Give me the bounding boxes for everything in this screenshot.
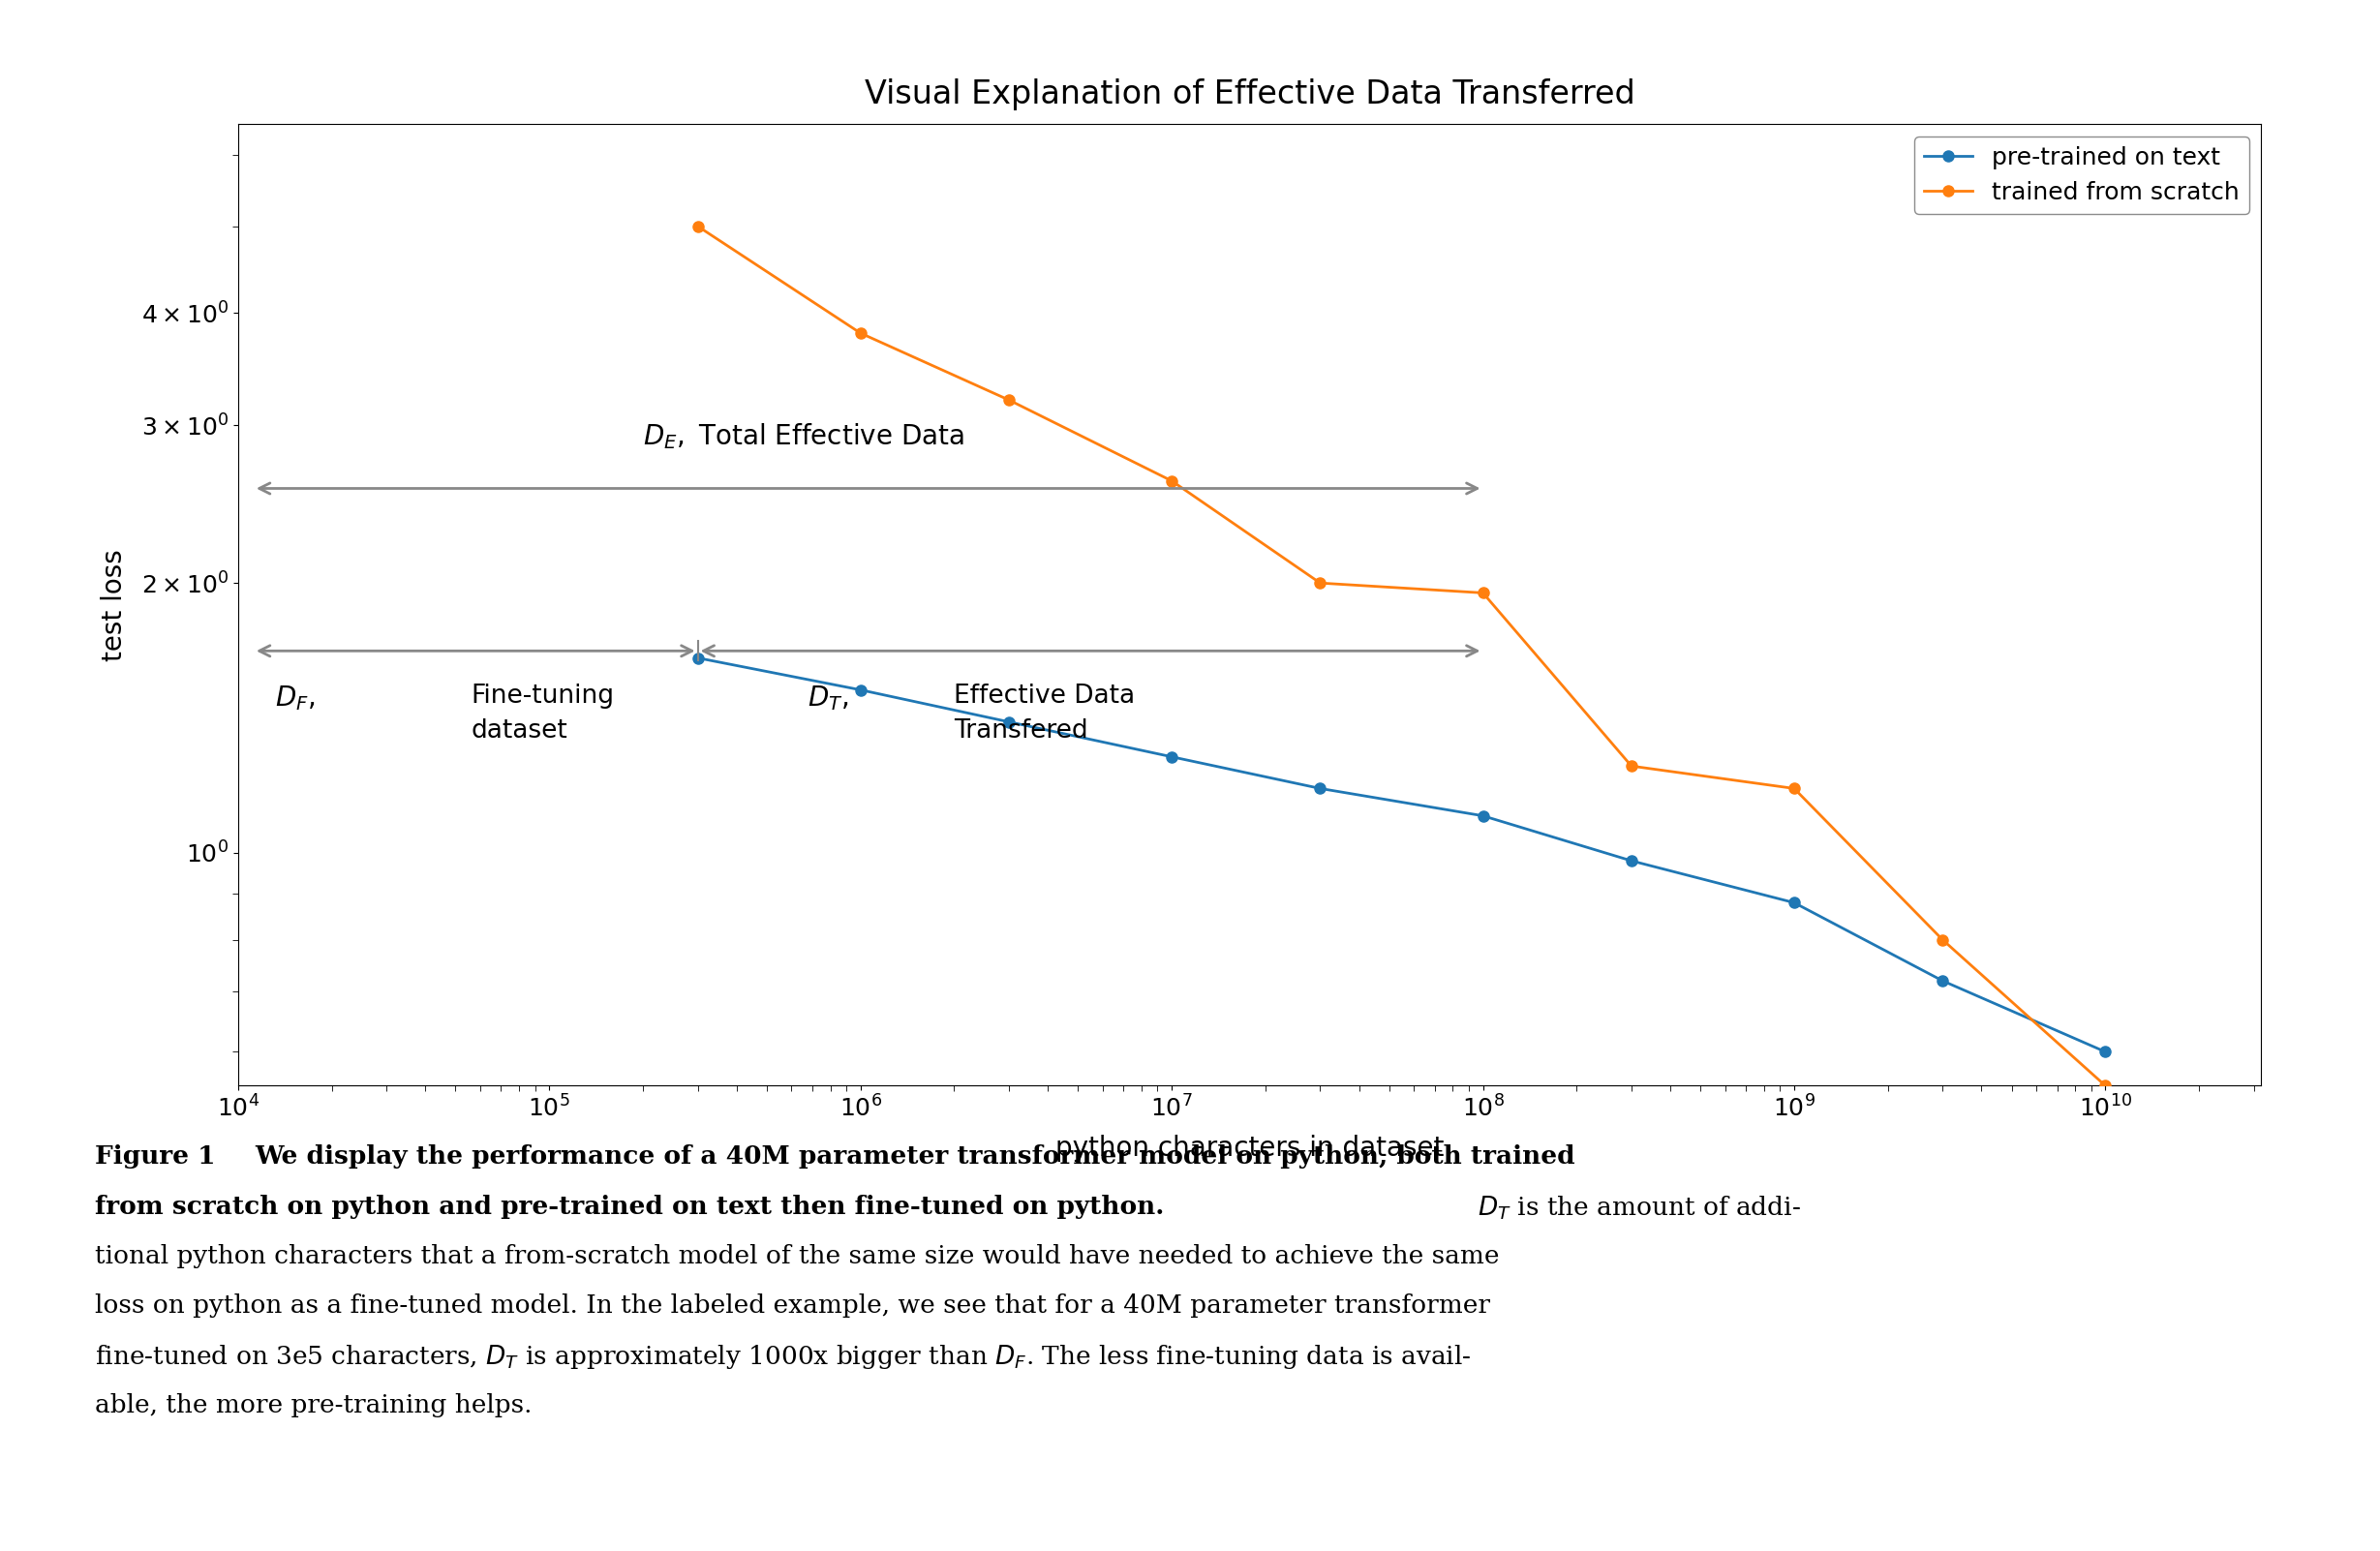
pre-trained on text xyxy=(1307,779,1335,797)
Text: dataset: dataset xyxy=(471,718,569,744)
trained from scratch xyxy=(1616,757,1645,776)
trained from scratch xyxy=(1928,931,1956,949)
Line: trained from scratch: trained from scratch xyxy=(693,220,2111,1090)
trained from scratch xyxy=(1157,472,1185,490)
Text: Effective Data: Effective Data xyxy=(954,684,1135,709)
Text: from scratch on python and pre-trained on text then fine-tuned on python.: from scratch on python and pre-trained o… xyxy=(95,1194,1164,1219)
Text: $\mathbf{\it{D_E}}$$,$ Total Effective Data: $\mathbf{\it{D_E}}$$,$ Total Effective D… xyxy=(643,422,964,451)
trained from scratch xyxy=(683,217,712,236)
pre-trained on text xyxy=(995,712,1023,731)
trained from scratch xyxy=(995,391,1023,409)
trained from scratch xyxy=(1307,574,1335,592)
Text: Transfered: Transfered xyxy=(954,718,1088,744)
Text: $\mathbf{\it{D_T}}$$,$: $\mathbf{\it{D_T}}$$,$ xyxy=(807,684,847,712)
pre-trained on text xyxy=(1780,893,1809,912)
Text: able, the more pre-training helps.: able, the more pre-training helps. xyxy=(95,1393,533,1418)
trained from scratch xyxy=(1468,583,1497,602)
Line: pre-trained on text: pre-trained on text xyxy=(693,653,2111,1058)
trained from scratch xyxy=(847,324,876,343)
pre-trained on text xyxy=(1468,807,1497,825)
Title: Visual Explanation of Effective Data Transferred: Visual Explanation of Effective Data Tra… xyxy=(864,79,1635,110)
Text: We display the performance of a 40M parameter transformer model on python, both : We display the performance of a 40M para… xyxy=(255,1145,1576,1169)
Text: loss on python as a fine-tuned model. In the labeled example, we see that for a : loss on python as a fine-tuned model. In… xyxy=(95,1294,1490,1318)
Legend: pre-trained on text, trained from scratch: pre-trained on text, trained from scratc… xyxy=(1914,136,2249,214)
Text: Figure 1: Figure 1 xyxy=(95,1145,217,1169)
Text: tional python characters that a from-scratch model of the same size would have n: tional python characters that a from-scr… xyxy=(95,1244,1499,1269)
X-axis label: python characters in dataset: python characters in dataset xyxy=(1054,1135,1445,1162)
pre-trained on text xyxy=(1157,748,1185,766)
pre-trained on text xyxy=(1928,971,1956,990)
pre-trained on text xyxy=(1616,851,1645,870)
pre-trained on text xyxy=(683,648,712,667)
pre-trained on text xyxy=(847,681,876,700)
Text: $\mathbf{\it{D_F}}$$,$: $\mathbf{\it{D_F}}$$,$ xyxy=(276,684,317,712)
Y-axis label: test loss: test loss xyxy=(100,549,129,661)
Text: Fine-tuning: Fine-tuning xyxy=(471,684,614,709)
trained from scratch xyxy=(1780,779,1809,797)
pre-trained on text xyxy=(2092,1042,2121,1061)
Text: fine-tuned on 3e5 characters, $D_T$ is approximately 1000x bigger than $D_F$. Th: fine-tuned on 3e5 characters, $D_T$ is a… xyxy=(95,1343,1471,1371)
Text: $D_T$ is the amount of addi-: $D_T$ is the amount of addi- xyxy=(1478,1194,1802,1222)
trained from scratch xyxy=(2092,1076,2121,1095)
